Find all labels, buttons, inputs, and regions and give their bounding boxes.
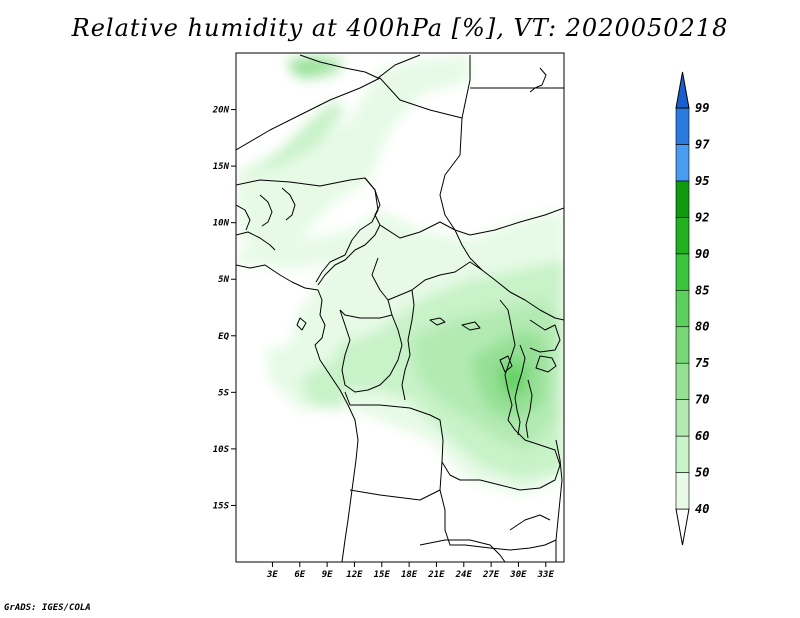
lon-label: 12E bbox=[346, 570, 363, 580]
lon-label: 15E bbox=[374, 570, 391, 580]
map-frame bbox=[235, 52, 565, 563]
lat-label: 5N bbox=[218, 275, 229, 285]
lat-label: 20N bbox=[212, 106, 230, 116]
lon-label: 33E bbox=[537, 570, 555, 580]
colorbar-segment bbox=[675, 107, 690, 145]
lon-label: 18E bbox=[401, 570, 418, 580]
lat-label: 15N bbox=[213, 162, 230, 172]
colorbar-label: 92 bbox=[695, 210, 709, 224]
colorbar-label: 75 bbox=[695, 356, 709, 370]
grads-credit: GrADS: IGES/COLA bbox=[4, 603, 91, 613]
colorbar-bottom-arrow bbox=[675, 508, 690, 546]
lat-label: 5S bbox=[218, 388, 229, 398]
colorbar-label: 50 bbox=[695, 466, 709, 480]
colorbar-label: 60 bbox=[695, 429, 709, 443]
humidity-field-50 bbox=[236, 100, 345, 175]
latitude-axis: 20N 15N 10N 5N EQ 5S 10S 15S bbox=[212, 106, 236, 511]
colorbar-segment bbox=[675, 180, 690, 218]
colorbar-label: 95 bbox=[695, 174, 709, 188]
lon-label: 24E bbox=[455, 570, 473, 580]
lat-label: 10S bbox=[213, 445, 230, 455]
colorbar-label: 97 bbox=[695, 137, 710, 151]
colorbar-segment bbox=[675, 362, 690, 400]
colorbar-segment bbox=[675, 399, 690, 437]
longitude-axis: 3E 6E 9E 12E 15E 18E 21E 24E 27E 30E 33E bbox=[266, 562, 554, 580]
lon-label: 3E bbox=[266, 570, 278, 580]
colorbar: 40 50 60 70 75 80 85 90 92 95 97 99 bbox=[675, 71, 710, 546]
colorbar-segment bbox=[675, 326, 690, 364]
colorbar-segment bbox=[675, 289, 690, 328]
lat-label: 15S bbox=[213, 501, 230, 511]
colorbar-segment bbox=[675, 472, 690, 510]
lon-label: 21E bbox=[427, 570, 445, 580]
humidity-field-50 bbox=[300, 360, 350, 410]
lat-label: 10N bbox=[213, 219, 230, 229]
lat-label: EQ bbox=[218, 332, 229, 342]
lon-label: 9E bbox=[322, 570, 333, 580]
lon-label: 6E bbox=[294, 570, 305, 580]
colorbar-segment bbox=[675, 435, 690, 473]
colorbar-top-arrow bbox=[675, 71, 690, 109]
colorbar-segment bbox=[675, 144, 690, 182]
colorbar-segment bbox=[675, 253, 690, 291]
map-title: Relative humidity at 400hPa [%], VT: 202… bbox=[71, 14, 729, 42]
colorbar-label: 40 bbox=[695, 502, 709, 516]
humidity-field-40 bbox=[236, 55, 470, 250]
lon-label: 30E bbox=[509, 570, 527, 580]
colorbar-label: 90 bbox=[695, 247, 709, 261]
lon-label: 27E bbox=[482, 570, 500, 580]
colorbar-segment bbox=[675, 217, 690, 255]
colorbar-label: 70 bbox=[695, 393, 709, 407]
colorbar-label: 85 bbox=[695, 283, 709, 297]
colorbar-label: 99 bbox=[695, 101, 709, 115]
country-borders bbox=[236, 54, 564, 562]
colorbar-label: 80 bbox=[695, 320, 709, 334]
